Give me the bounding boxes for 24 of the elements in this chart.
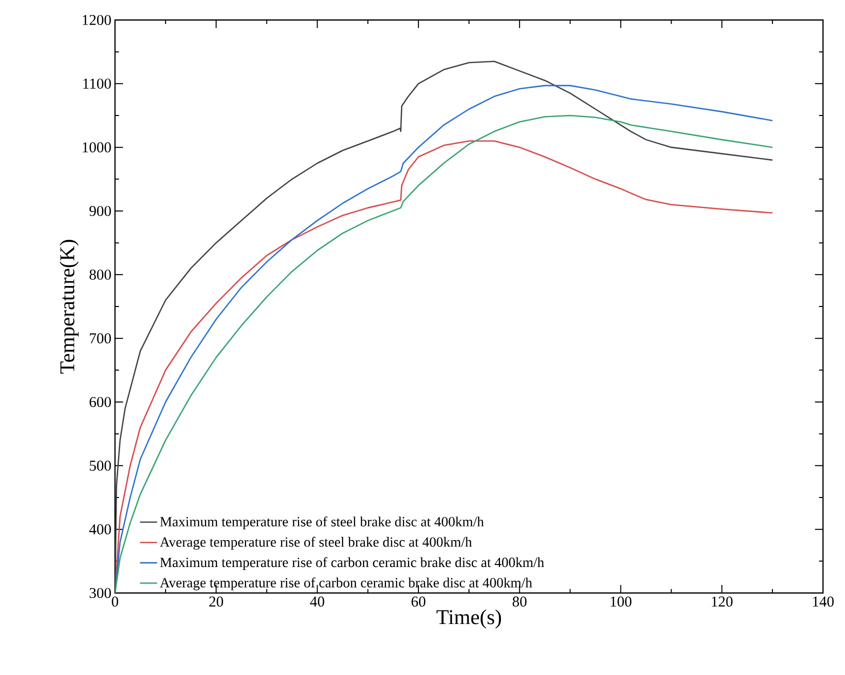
y-tick-label: 900 (89, 206, 111, 216)
y-tick-label: 400 (89, 524, 111, 534)
legend-label: Maximum temperature rise of carbon ceramic brake disc at 400km/h (160, 557, 544, 570)
x-tick-label: 120 (712, 596, 733, 607)
y-tick-label: 300 (90, 588, 111, 598)
x-axis-title: Time(s) (436, 609, 501, 629)
legend-label: Maximum temperature rise of steel brake disc at 400km/h (160, 516, 484, 530)
y-tick-label: 600 (90, 396, 111, 408)
y-tick-label: 500 (90, 460, 111, 471)
x-tick-label: 60 (412, 596, 426, 607)
y-tick-label: 1100 (83, 78, 111, 89)
y-axis-title: Temperature(K) (60, 240, 79, 374)
x-tick-label: 0 (112, 596, 118, 607)
x-tick-label: 20 (209, 596, 224, 607)
x-tick-label: 40 (310, 596, 324, 607)
y-tick-label: 700 (90, 333, 111, 344)
x-tick-label: 100 (610, 596, 632, 607)
y-tick-label: 1200 (82, 14, 111, 26)
legend-label: Average temperature rise of steel brake disc at 400km/h (160, 536, 472, 550)
x-tick-label: 140 (813, 596, 834, 607)
y-tick-label: 800 (90, 270, 111, 280)
x-tick-label: 80 (512, 596, 526, 607)
y-tick-label: 1000 (82, 142, 111, 152)
legend-label: Average temperature rise of carbon ceramic brake disc at 400km/h (160, 577, 532, 590)
